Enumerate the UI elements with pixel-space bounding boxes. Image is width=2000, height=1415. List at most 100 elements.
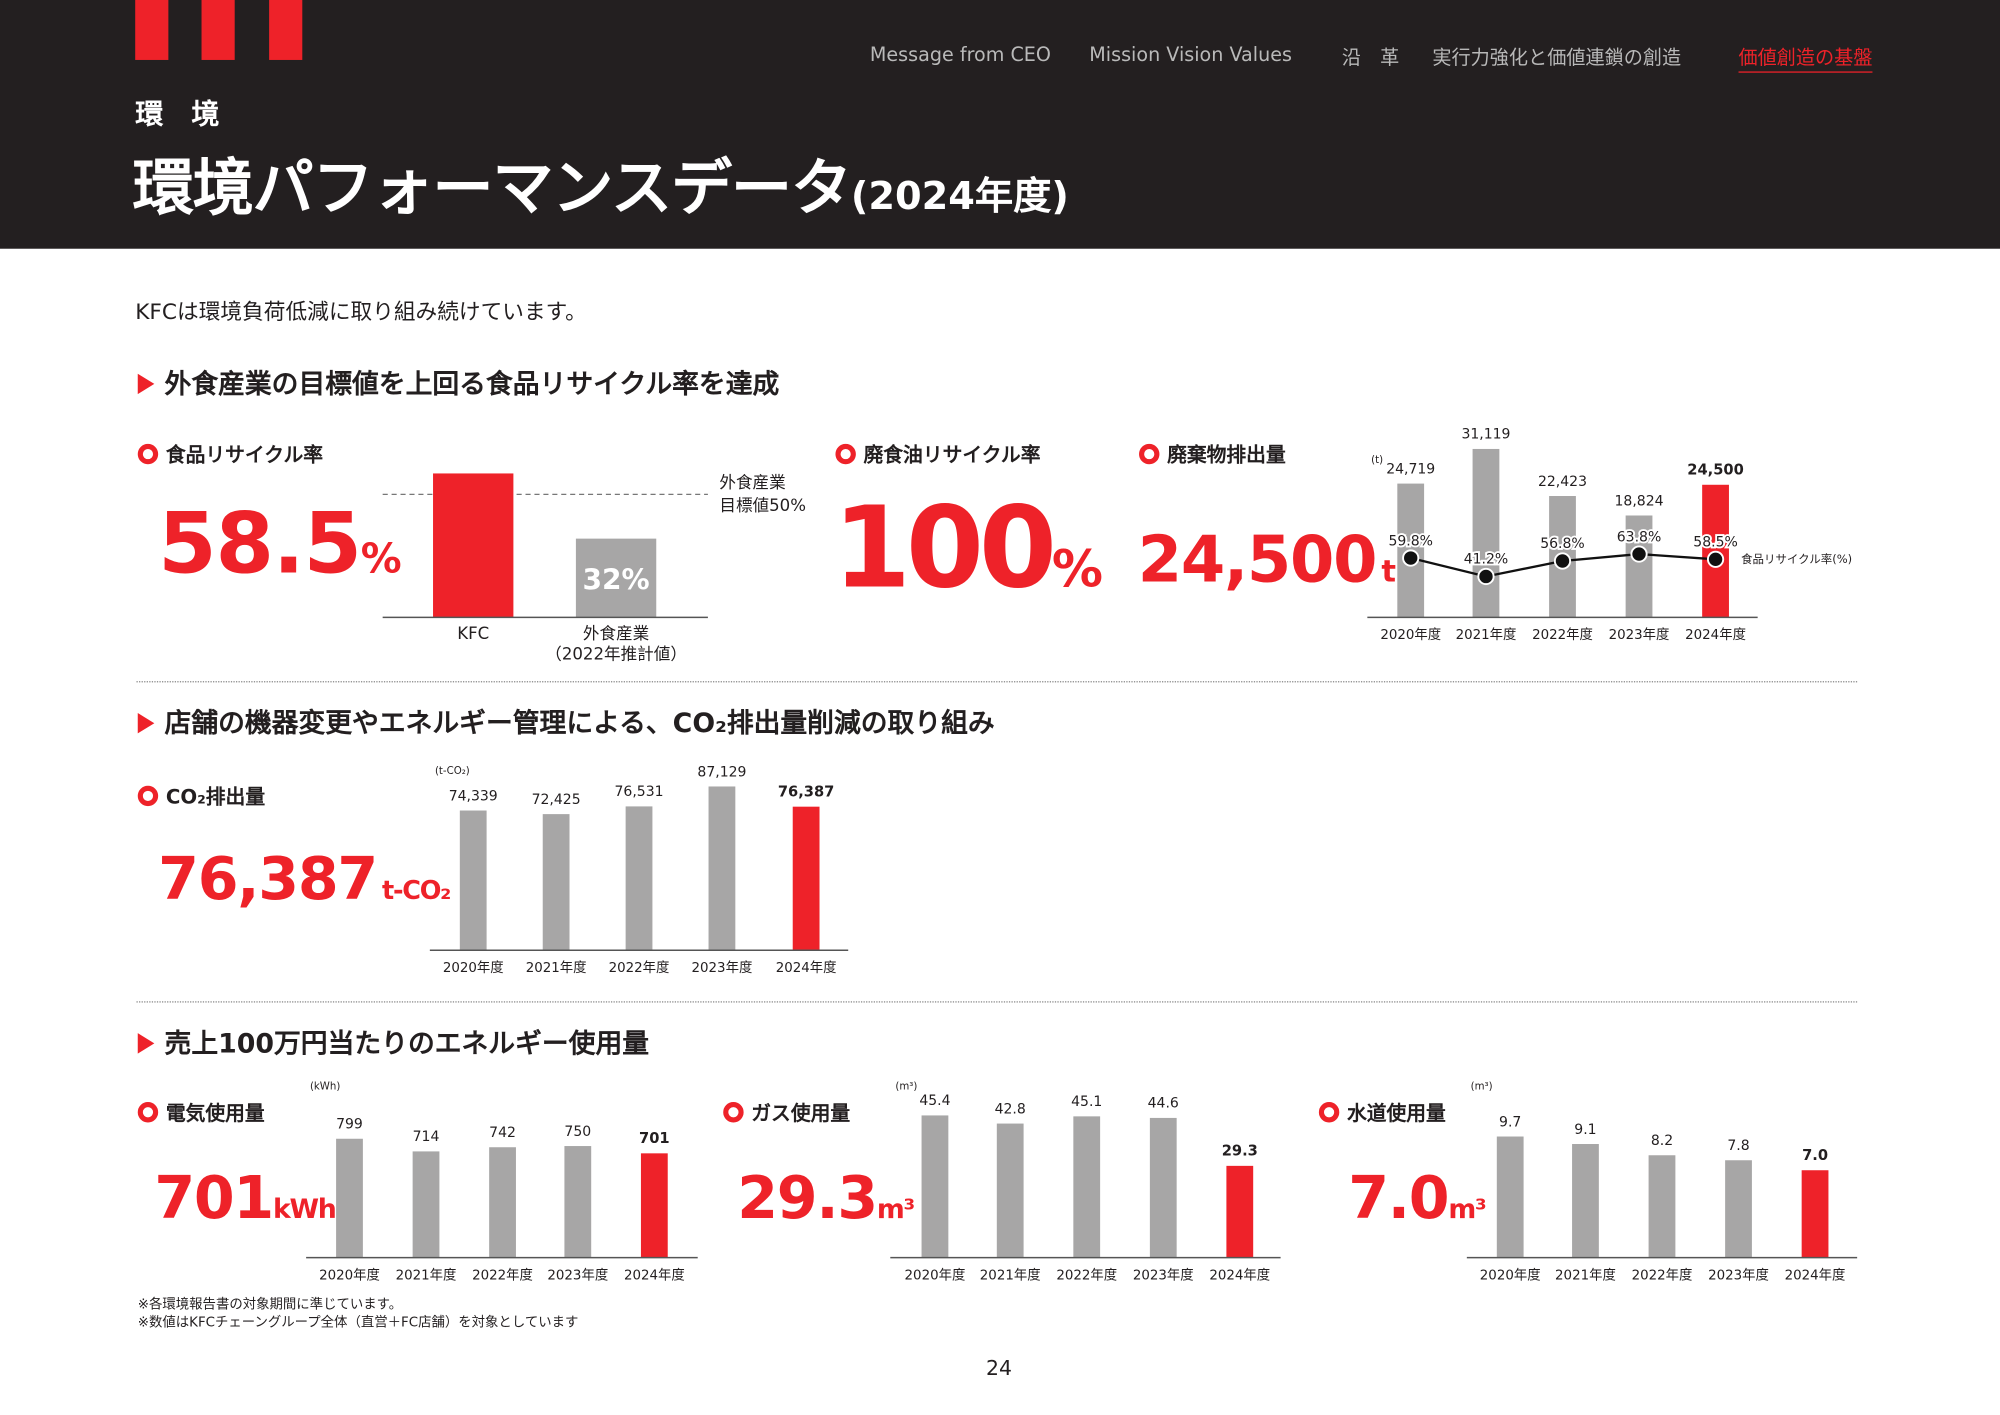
kpi-label-text: 廃棄物排出量 — [1167, 443, 1286, 467]
kpi-label-text: CO₂排出量 — [165, 785, 266, 809]
kpi-value-food-recycle: 58.5% — [158, 494, 402, 594]
line-point — [1402, 549, 1420, 567]
section-heading-energy: 売上100万円当たりのエネルギー使用量 — [137, 1023, 649, 1061]
category-label: 2023年度 — [692, 960, 753, 976]
unit-label: (kWh) — [310, 1081, 340, 1092]
kpi-unit: % — [360, 534, 402, 583]
line-point-label: 58.5% — [1693, 535, 1738, 551]
ring-icon — [1318, 1102, 1340, 1123]
page-title-main: 環境パフォーマンスデータ — [132, 153, 852, 225]
bar-2021年度 — [1572, 1144, 1599, 1258]
kpi-unit: m³ — [876, 1193, 915, 1225]
section-heading-text: 店舗の機器変更やエネルギー管理による、CO₂排出量削減の取り組み — [164, 707, 995, 739]
data-label: 45.1 — [1071, 1094, 1102, 1110]
bar-2021年度 — [996, 1123, 1024, 1258]
ring-icon — [137, 443, 159, 465]
category-label: 2024年度 — [776, 960, 837, 976]
footnote: ※数値はKFCチェーングループ全体（直営＋FC店舗）を対象としています — [137, 1315, 579, 1331]
section-heading-food-recycle: 外食産業の目標値を上回る食品リサイクル率を達成 — [137, 364, 780, 402]
kpi-number: 29.3 — [737, 1163, 878, 1233]
line-point-label: 63.8% — [1617, 529, 1662, 545]
data-label: 8.2 — [1651, 1133, 1673, 1149]
triangle-icon — [137, 713, 155, 734]
category-label: KFC — [457, 624, 489, 643]
page-number: 24 — [985, 1355, 1012, 1381]
bar-2022年度 — [1073, 1116, 1101, 1258]
kpi-label-oil-recycle: 廃食油リサイクル率 — [835, 440, 1040, 468]
nav-history[interactable]: 沿 革 — [1341, 45, 1400, 69]
line-point-label: 41.2% — [1464, 552, 1509, 568]
nav-value-creation-foundation[interactable]: 価値創造の基盤 — [1738, 43, 1873, 73]
data-label: 18,824 — [1615, 493, 1664, 509]
page-title-suffix: (2024年度) — [850, 174, 1069, 220]
chart-waste: (t)24,719 2020年度 31,119 2021年度 22,423 2022年度 1… — [1367, 427, 1852, 643]
data-label: 714 — [413, 1129, 440, 1145]
category-label: 2021年度 — [526, 960, 587, 976]
kpi-value-waste: 24,500 t — [1137, 522, 1396, 597]
section-label: 環 境 — [135, 99, 220, 132]
ring-icon — [835, 443, 856, 465]
bar-2023年度 — [1725, 1160, 1752, 1258]
nav-mission-vision-values[interactable]: Mission Vision Values — [1089, 43, 1292, 67]
bar-2023年度 — [1625, 515, 1653, 618]
data-label: 24,500 — [1687, 462, 1744, 479]
data-label: 742 — [489, 1125, 516, 1141]
logo-bar — [201, 0, 235, 60]
bar-2020年度 — [459, 810, 487, 951]
divider — [136, 1001, 1858, 1003]
data-label: 32% — [583, 564, 650, 597]
nav-message-from-ceo[interactable]: Message from CEO — [869, 43, 1051, 67]
kpi-number: 58.5 — [158, 494, 362, 594]
category-label: 2022年度 — [472, 1267, 533, 1283]
line-point-label: 56.8% — [1540, 536, 1585, 552]
kpi-label-text: 水道使用量 — [1346, 1102, 1446, 1125]
data-label: 9.7 — [1499, 1114, 1521, 1130]
kpi-label-food-recycle: 食品リサイクル率 — [137, 440, 323, 468]
category-label: 2021年度 — [396, 1267, 457, 1283]
category-label: 2021年度 — [1555, 1267, 1616, 1283]
kpi-number: 24,500 — [1137, 522, 1378, 597]
triangle-icon — [137, 1033, 155, 1054]
bar-2021年度 — [1472, 448, 1500, 618]
kpi-unit: m³ — [1448, 1193, 1486, 1225]
bar-2024年度 — [1226, 1165, 1254, 1258]
data-label: 9.1 — [1574, 1122, 1596, 1138]
section-heading-text: 外食産業の目標値を上回る食品リサイクル率を達成 — [164, 368, 780, 400]
bar-2021年度 — [542, 814, 570, 951]
ring-icon — [723, 1102, 744, 1123]
intro-text: KFCは環境負荷低減に取り組み続けています。 — [135, 299, 587, 326]
data-label: 29.3 — [1222, 1143, 1258, 1160]
data-label: 7.0 — [1802, 1147, 1828, 1164]
category-label: 2022年度 — [609, 960, 670, 976]
reference-label: 外食産業 — [719, 473, 785, 492]
kpi-label-water: 水道使用量 — [1318, 1098, 1446, 1126]
footnote: ※各環境報告書の対象期間に準じています。 — [137, 1297, 403, 1313]
bar-外食産業 — [575, 538, 657, 618]
chart-water: (m³) 9.7 2020年度 9.1 2021年度 8.2 2022年度 7.8 2023年度… — [1466, 1081, 1858, 1283]
category-label: 2020年度 — [319, 1267, 380, 1283]
category-label: 2023年度 — [1609, 627, 1670, 643]
kpi-unit: kWh — [272, 1193, 337, 1225]
kpi-unit: t-CO₂ — [382, 874, 451, 906]
bar-2024年度 — [792, 806, 820, 951]
category-sublabel: （2022年推計値） — [545, 644, 687, 663]
section-heading-co2: 店舗の機器変更やエネルギー管理による、CO₂排出量削減の取り組み — [137, 703, 995, 741]
chart-electricity: (kWh) 799 2020年度 714 2021年度 742 2022年度 750 2023年… — [306, 1081, 698, 1283]
data-label: 750 — [564, 1124, 591, 1140]
data-label: 87,129 — [697, 764, 746, 780]
kpi-unit: % — [1051, 540, 1103, 600]
kpi-label-co2: CO₂排出量 — [137, 782, 266, 810]
data-label: 24,719 — [1386, 461, 1435, 477]
category-label: 2022年度 — [1532, 627, 1593, 643]
line-point-label: 59.8% — [1388, 533, 1433, 549]
category-label: 2024年度 — [1785, 1267, 1846, 1283]
unit-label: (m³) — [895, 1081, 917, 1092]
nav-value-chain[interactable]: 実行力強化と価値連鎖の創造 — [1432, 45, 1682, 69]
category-label: 2020年度 — [905, 1267, 966, 1283]
data-label: 7.8 — [1727, 1138, 1749, 1154]
data-label: 45.4 — [919, 1093, 950, 1109]
kpi-value-oil-recycle: 100% — [833, 482, 1103, 613]
category-label: 2022年度 — [1056, 1267, 1117, 1283]
unit-label: (m³) — [1471, 1081, 1493, 1092]
